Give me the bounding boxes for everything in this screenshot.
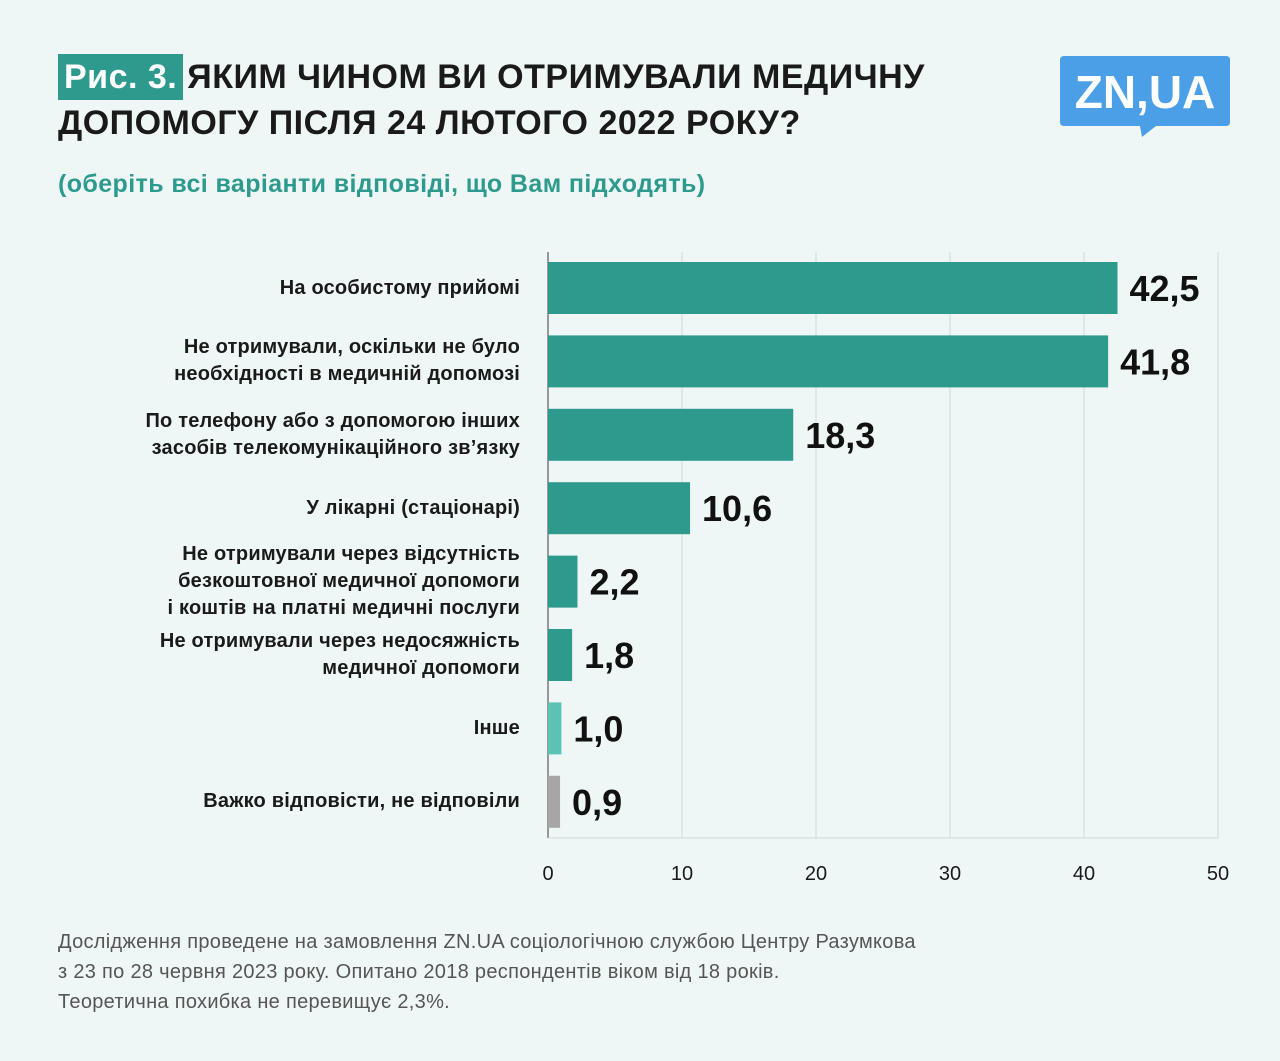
category-label: На особистому прийомі xyxy=(279,276,520,299)
bar xyxy=(548,262,1118,314)
x-tick-label: 10 xyxy=(671,863,693,885)
logo-text: ZN,UA xyxy=(1075,66,1216,118)
value-label: 41,8 xyxy=(1120,341,1190,382)
title-line-2: ДОПОМОГУ ПІСЛЯ 24 ЛЮТОГО 2022 РОКУ? xyxy=(58,104,801,142)
value-label: 18,3 xyxy=(805,415,875,456)
x-tick-label: 50 xyxy=(1207,863,1229,885)
value-label: 10,6 xyxy=(702,488,772,529)
value-label: 1,0 xyxy=(573,708,623,749)
figure-label: Рис. 3. xyxy=(58,54,184,100)
value-label: 2,2 xyxy=(589,562,639,603)
category-label: У лікарні (стаціонарі) xyxy=(306,496,520,519)
value-label: 0,9 xyxy=(572,782,622,823)
bar-chart: 0 10 20 30 40 50 42,5 41,8 18,3 10,6 2,2 1,8 1,0 0,9 xyxy=(542,252,1229,885)
x-tick-label: 0 xyxy=(542,863,553,885)
category-label: По телефону або з допомогою інших засобі… xyxy=(145,409,520,459)
bar xyxy=(548,775,561,828)
category-label: Важко відповісти, не відповіли xyxy=(203,790,520,813)
x-tick-label: 20 xyxy=(805,863,827,885)
footnote-line-1: Дослідження проведене на замовлення ZN.U… xyxy=(58,931,916,953)
footnote-line-3: Теоретична похибка не перевищує 2,3%. xyxy=(58,991,451,1013)
logo-speech-bubble xyxy=(1060,56,1230,137)
bar xyxy=(548,408,794,461)
category-label: Не отримували, оскільки не було необхідн… xyxy=(174,336,520,386)
bar xyxy=(548,482,691,535)
x-tick-label: 30 xyxy=(939,863,961,885)
category-label: Інше xyxy=(473,716,520,739)
title-line-1: ЯКИМ ЧИНОМ ВИ ОТРИМУВАЛИ МЕДИЧНУ xyxy=(187,58,925,96)
zn-ua-logo: ZN,UA xyxy=(1060,56,1230,137)
category-label: Не отримували через відсутність безкошто… xyxy=(167,543,520,620)
value-label: 42,5 xyxy=(1130,268,1200,309)
x-tick-label: 40 xyxy=(1073,863,1095,885)
footnote: Дослідження проведене на замовлення ZN.U… xyxy=(58,927,1208,1017)
chart-title: Рис. 3. ЯКИМ ЧИНОМ ВИ ОТРИМУВАЛИ МЕДИЧНУ … xyxy=(58,54,1018,146)
value-label: 1,8 xyxy=(584,635,634,676)
chart-subtitle: (оберіть всі варіанти відповіді, що Вам … xyxy=(58,170,706,198)
footnote-line-2: з 23 по 28 червня 2023 року. Опитано 201… xyxy=(58,961,780,983)
category-label: Не отримували через недосяжність медично… xyxy=(159,630,520,679)
bar xyxy=(548,555,578,608)
bar xyxy=(548,629,573,681)
bar xyxy=(548,702,562,755)
bar xyxy=(548,335,1109,388)
